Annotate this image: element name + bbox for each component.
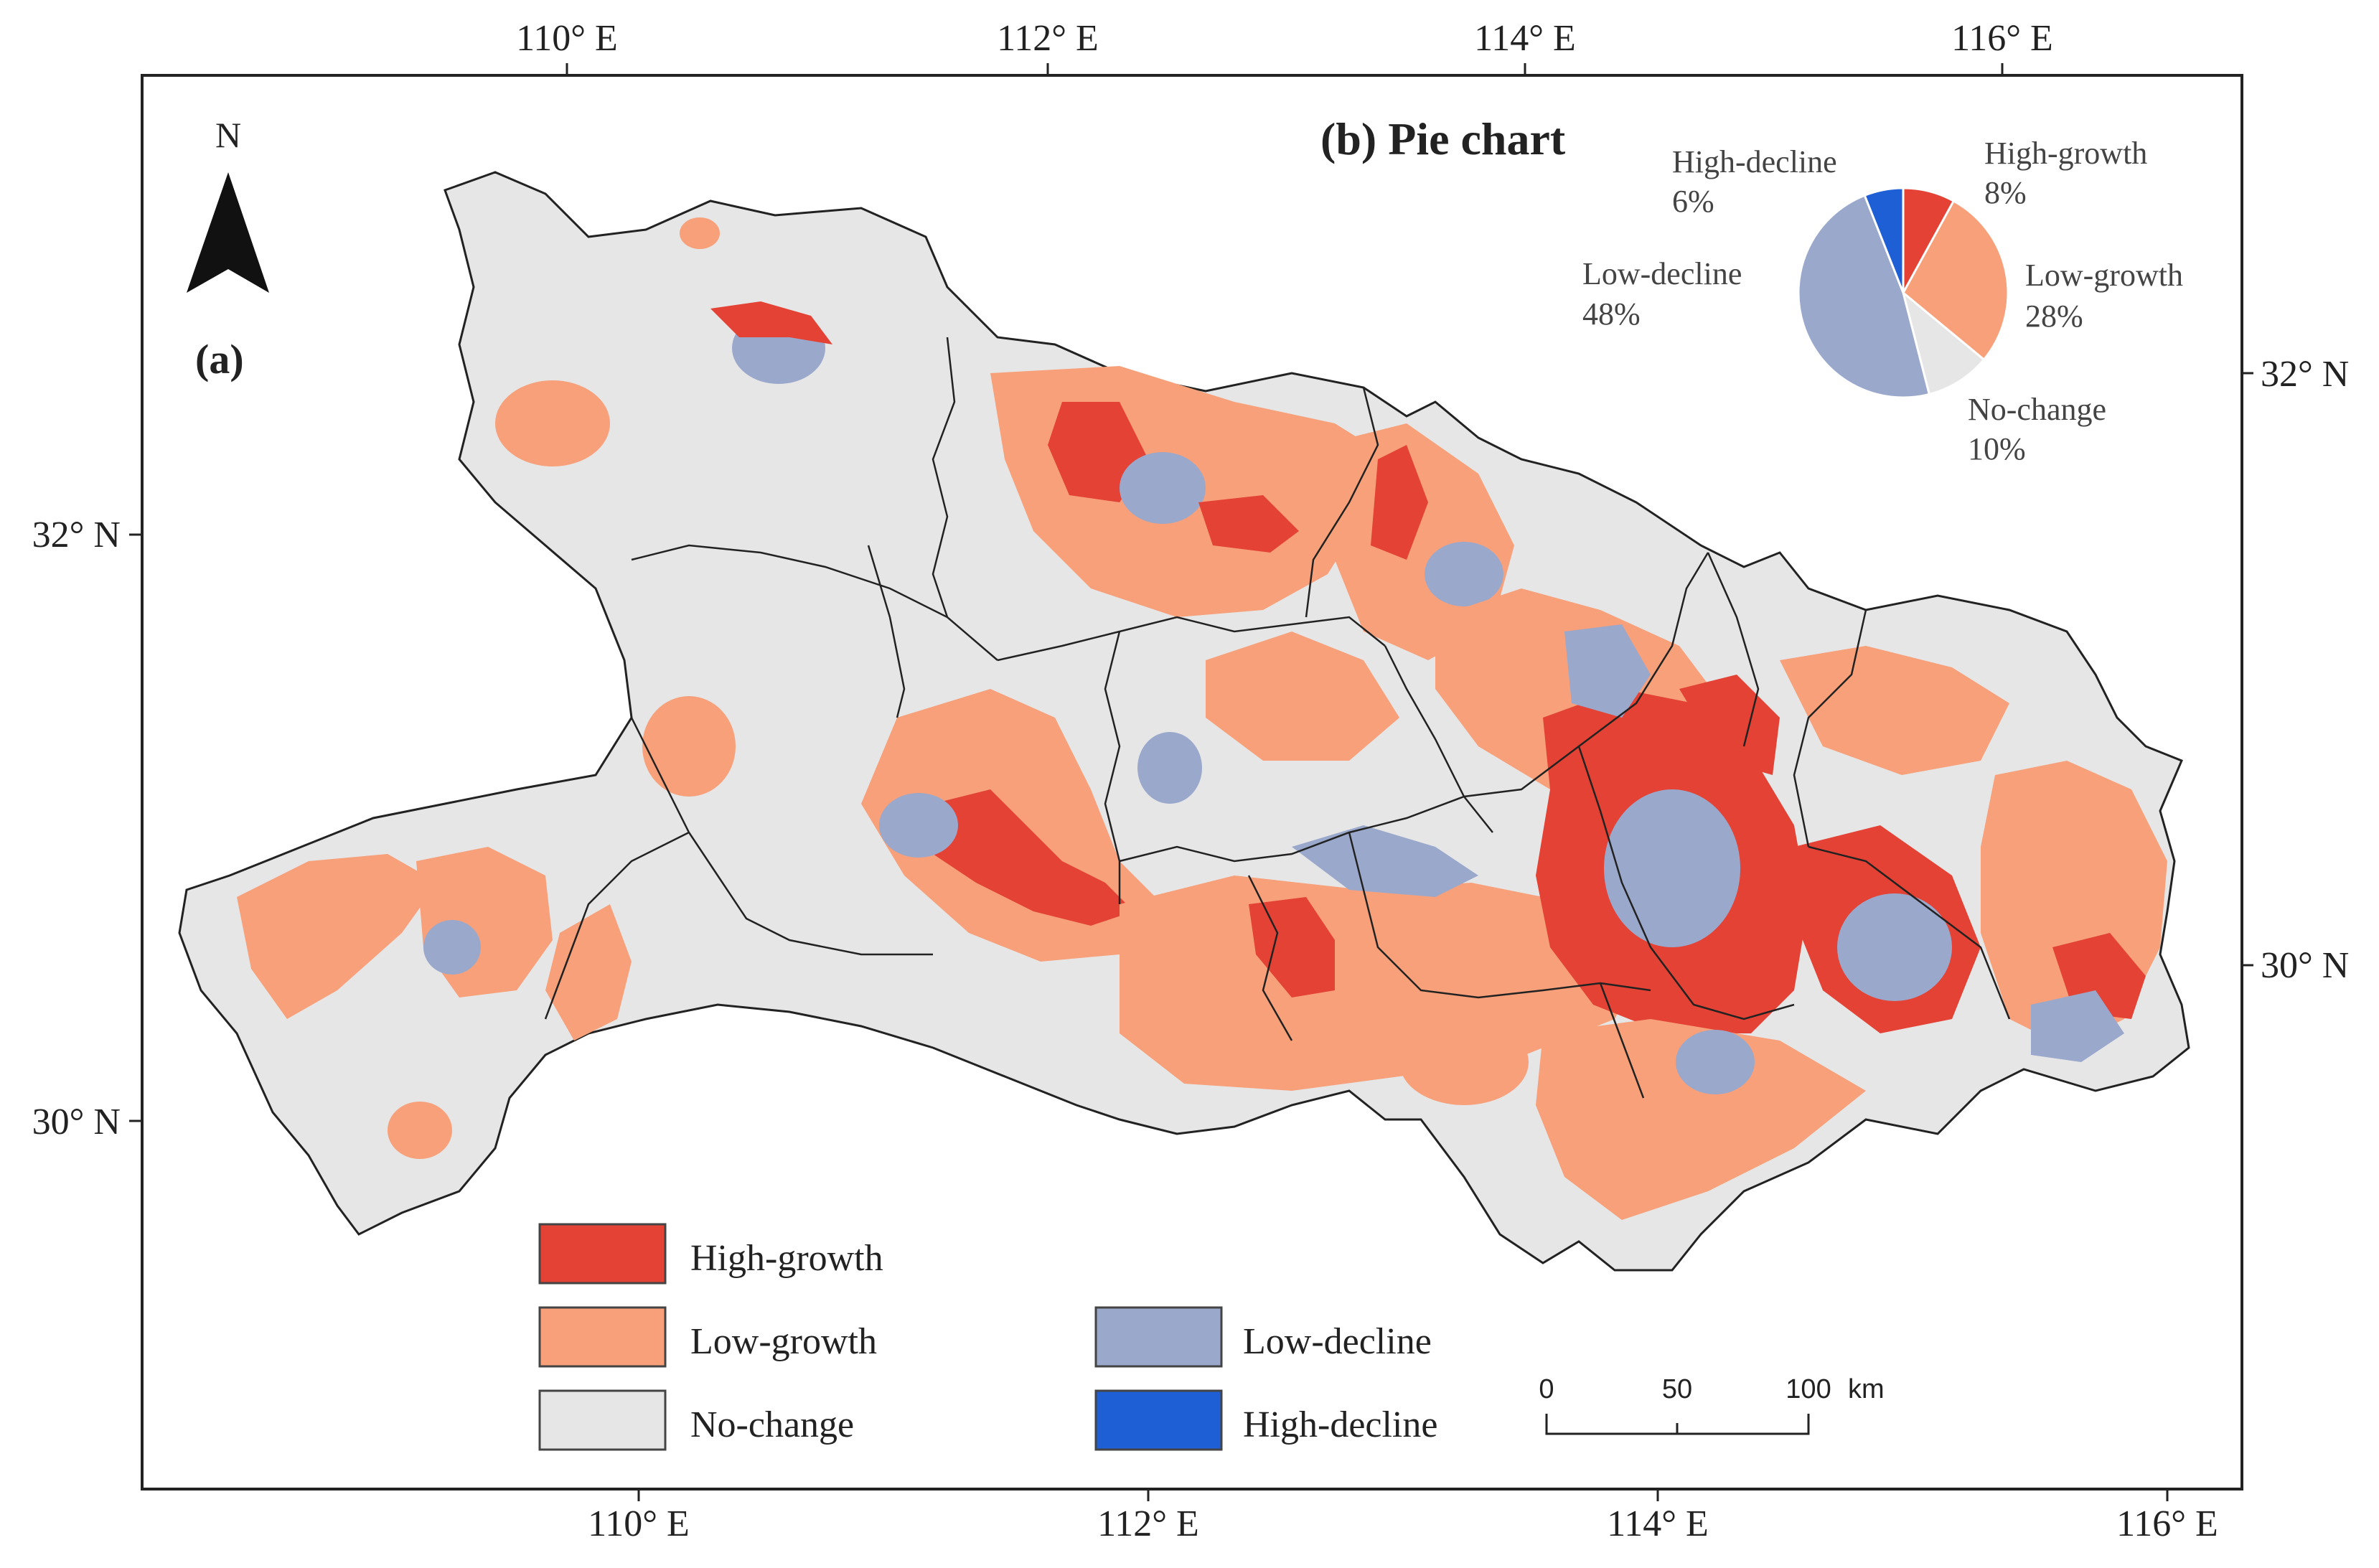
high-growth-patch bbox=[1371, 445, 1428, 560]
lon-label-bottom: 112° E bbox=[1097, 1503, 1199, 1544]
legend-label-low-decline: Low-decline bbox=[1243, 1321, 1432, 1362]
scale-label-0: 0 bbox=[1539, 1374, 1554, 1404]
lon-label-bottom: 116° E bbox=[2116, 1503, 2218, 1544]
high-growth-patch bbox=[710, 301, 832, 344]
high-growth-patch bbox=[1249, 897, 1335, 997]
pie-slice-low-growth bbox=[1902, 199, 2009, 362]
legend-swatch-high-growth bbox=[538, 1223, 667, 1285]
low-decline-patch bbox=[1137, 732, 1202, 804]
low-decline-patch bbox=[1120, 452, 1206, 524]
lon-label-top: 110° E bbox=[516, 18, 618, 59]
lat-label-left: 30° N bbox=[32, 1102, 121, 1142]
pie-panel: (b) Pie chart High-decline 6% High-growt… bbox=[1320, 113, 2183, 466]
city-boundaries bbox=[544, 337, 2011, 1099]
legend-swatch-no-change bbox=[538, 1389, 667, 1451]
pie-label-low-growth: Low-growth bbox=[2025, 258, 2183, 293]
legend-swatch-low-decline bbox=[1094, 1306, 1223, 1368]
legend-label-low-growth: Low-growth bbox=[690, 1321, 877, 1362]
low-growth-patch bbox=[388, 1102, 452, 1159]
low-decline-patch bbox=[1604, 789, 1740, 947]
scale-bar: 0 50 100 km bbox=[1539, 1374, 1885, 1435]
lon-label-top: 112° E bbox=[997, 18, 1099, 59]
low-decline-patch bbox=[1564, 624, 1651, 718]
low-decline-patch bbox=[1425, 542, 1503, 606]
pie-slices bbox=[1797, 187, 2009, 399]
pie-label-high-decline: High-decline bbox=[1672, 144, 1837, 179]
lon-label-bottom: 114° E bbox=[1607, 1503, 1709, 1544]
low-decline-patch bbox=[423, 920, 481, 975]
lat-label-right: 30° N bbox=[2261, 945, 2349, 986]
scale-unit: km bbox=[1848, 1374, 1885, 1404]
north-label: N bbox=[215, 115, 241, 155]
pie-title: (b) Pie chart bbox=[1320, 113, 1566, 164]
pie-value-high-growth: 8% bbox=[1984, 175, 2027, 210]
panel-label: (a) bbox=[195, 336, 244, 382]
low-decline-patch bbox=[1676, 1030, 1755, 1094]
low-growth-patch bbox=[1536, 1019, 1866, 1220]
low-growth-patch bbox=[495, 380, 610, 466]
low-growth-patch bbox=[545, 904, 632, 1041]
low-growth-patch bbox=[237, 854, 438, 1019]
pie-value-low-growth: 28% bbox=[2025, 299, 2083, 334]
lon-label-bottom: 110° E bbox=[588, 1503, 690, 1544]
pie-slice-low-decline bbox=[1797, 194, 1931, 399]
lon-label-top: 116° E bbox=[1951, 18, 2053, 59]
legend-swatch-high-decline bbox=[1094, 1389, 1223, 1451]
low-decline-patch bbox=[879, 793, 958, 858]
low-decline-patch bbox=[2031, 990, 2124, 1062]
pie-slice-high-decline bbox=[1863, 187, 1905, 294]
lon-axis-bottom: 110° E 112° E 114° E 116° E bbox=[588, 1489, 2218, 1544]
legend-label-high-decline: High-decline bbox=[1243, 1404, 1437, 1445]
low-growth-patch bbox=[680, 217, 720, 249]
high-growth-patch bbox=[1198, 495, 1299, 553]
low-growth-patch bbox=[1206, 632, 1399, 761]
low-growth-patch bbox=[642, 696, 736, 797]
north-arrow: N bbox=[187, 115, 269, 293]
lon-axis-top: 110° E 112° E 114° E 116° E bbox=[516, 18, 2053, 75]
low-decline-patch bbox=[1837, 893, 1952, 1001]
legend: High-growth Low-growth No-change Low-dec… bbox=[538, 1223, 1437, 1451]
legend-swatch-low-growth bbox=[538, 1306, 667, 1368]
scale-label-100: 100 bbox=[1786, 1374, 1831, 1404]
low-growth-patch bbox=[1399, 1019, 1529, 1105]
pie-label-low-decline: Low-decline bbox=[1582, 256, 1742, 291]
high-growth-patch bbox=[933, 789, 1134, 926]
legend-label-high-growth: High-growth bbox=[690, 1238, 883, 1279]
pie-label-no-change: No-change bbox=[1968, 392, 2106, 427]
lat-axis-left: 32° N 30° N bbox=[32, 515, 142, 1142]
low-decline-patch bbox=[1292, 825, 1478, 897]
lat-label-right: 32° N bbox=[2261, 354, 2349, 395]
lon-label-top: 114° E bbox=[1474, 18, 1576, 59]
lat-axis-right: 32° N 30° N bbox=[2242, 354, 2349, 986]
pie-value-high-decline: 6% bbox=[1672, 184, 1714, 219]
legend-label-no-change: No-change bbox=[690, 1404, 854, 1445]
pie-label-high-growth: High-growth bbox=[1984, 136, 2147, 171]
north-arrow-icon bbox=[187, 172, 269, 293]
scale-bar-line bbox=[1545, 1414, 1810, 1435]
pie-value-no-change: 10% bbox=[1968, 431, 2026, 466]
low-growth-patch bbox=[1780, 646, 2009, 775]
change-patches bbox=[237, 217, 2167, 1220]
lat-label-left: 32° N bbox=[32, 515, 121, 555]
pie-value-low-decline: 48% bbox=[1582, 296, 1641, 332]
scale-label-50: 50 bbox=[1662, 1374, 1692, 1404]
